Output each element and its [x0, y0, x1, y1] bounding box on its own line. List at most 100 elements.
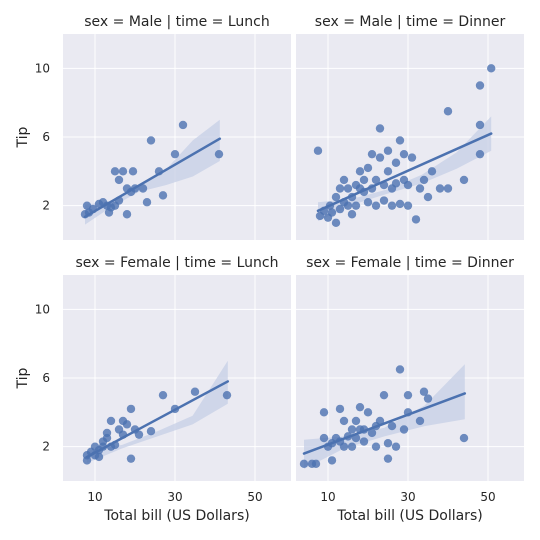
data-point [359, 175, 369, 185]
data-point [122, 420, 132, 429]
data-point [403, 201, 413, 210]
xlabel-left: Total bill (US Dollars) [103, 508, 249, 524]
data-point [351, 201, 361, 210]
data-point [343, 201, 353, 210]
data-point [134, 430, 144, 439]
y-tick-label: 6 [42, 130, 50, 144]
data-point [319, 408, 329, 417]
regression-line [83, 137, 222, 219]
data-point [399, 149, 409, 159]
data-point [351, 416, 361, 426]
ylabel-top: Tip [15, 126, 31, 148]
panel-3: sex = Female | time = Lunch 2 6 10 10 30 50 [35, 255, 291, 504]
x-tick-label: 30 [167, 490, 182, 504]
data-point [355, 167, 365, 176]
panel-title: sex = Female | time = Dinner [306, 255, 514, 271]
data-point [363, 408, 373, 417]
data-point [407, 153, 417, 162]
data-point [313, 146, 323, 155]
data-point [379, 390, 389, 400]
data-point [126, 454, 136, 463]
data-point [399, 425, 409, 434]
data-point [347, 425, 357, 434]
data-point [371, 175, 381, 185]
data-point [339, 416, 349, 426]
data-point [335, 184, 345, 193]
data-point [94, 452, 104, 462]
data-point [403, 180, 413, 190]
data-point [118, 167, 128, 176]
data-point [122, 210, 132, 219]
x-tick-label: 30 [400, 490, 415, 504]
data-point [395, 136, 405, 145]
data-point [363, 163, 373, 173]
data-point [419, 387, 429, 396]
data-point [475, 81, 485, 90]
data-point [146, 136, 156, 145]
data-point [411, 215, 421, 224]
panel-title: sex = Male | time = Dinner [315, 14, 506, 30]
data-point [331, 218, 341, 228]
panel-2: sex = Male | time = Dinner [296, 14, 524, 240]
data-point [126, 404, 136, 414]
data-point [178, 120, 188, 130]
data-point [475, 149, 485, 159]
data-point [311, 459, 321, 469]
data-point [214, 149, 224, 159]
data-point [443, 184, 453, 193]
data-point [158, 390, 168, 400]
data-point [403, 390, 413, 400]
panel-title: sex = Male | time = Lunch [84, 14, 270, 30]
data-point [387, 201, 397, 210]
data-point [375, 153, 385, 162]
data-point [443, 107, 453, 116]
data-point [347, 210, 357, 219]
regression-line [85, 380, 230, 459]
data-point [375, 124, 385, 133]
data-point [106, 416, 116, 426]
data-point [387, 421, 397, 431]
data-point [114, 175, 124, 185]
data-point [104, 208, 114, 217]
y-tick-label: 10 [35, 302, 50, 316]
data-point [427, 167, 437, 176]
data-point [222, 390, 232, 400]
panels: sex = Male | time = Lunch 2 6 10 sex = Male … [35, 14, 524, 504]
data-point [359, 437, 369, 446]
data-point [423, 192, 433, 202]
data-point [335, 404, 345, 414]
xlabel-right: Total bill (US Dollars) [336, 508, 482, 524]
data-point [339, 175, 349, 185]
panel-1: sex = Male | time = Lunch 2 6 10 [35, 14, 291, 240]
data-point [158, 191, 168, 200]
data-point [395, 199, 405, 209]
data-point [138, 184, 148, 193]
data-point [415, 184, 425, 193]
data-point [327, 208, 337, 217]
data-point [487, 64, 496, 73]
data-point [335, 204, 345, 214]
data-point [142, 198, 152, 207]
data-point [299, 459, 309, 469]
data-point [371, 442, 381, 451]
data-point [327, 456, 337, 465]
data-point [419, 175, 429, 185]
x-tick-label: 50 [480, 490, 495, 504]
y-tick-label: 2 [42, 199, 50, 213]
data-point [459, 175, 469, 185]
x-tick-label: 10 [87, 490, 102, 504]
data-point [415, 416, 425, 426]
regression-line [302, 392, 467, 455]
data-point [367, 149, 377, 159]
panel-title: sex = Female | time = Lunch [76, 255, 279, 271]
data-point [383, 454, 393, 463]
data-point [383, 146, 393, 155]
data-point [391, 179, 401, 188]
y-tick-label: 2 [42, 440, 50, 454]
x-tick-label: 50 [247, 490, 262, 504]
data-point [363, 198, 373, 207]
data-point [423, 394, 433, 403]
data-point [475, 120, 485, 130]
regression-line [316, 132, 493, 213]
